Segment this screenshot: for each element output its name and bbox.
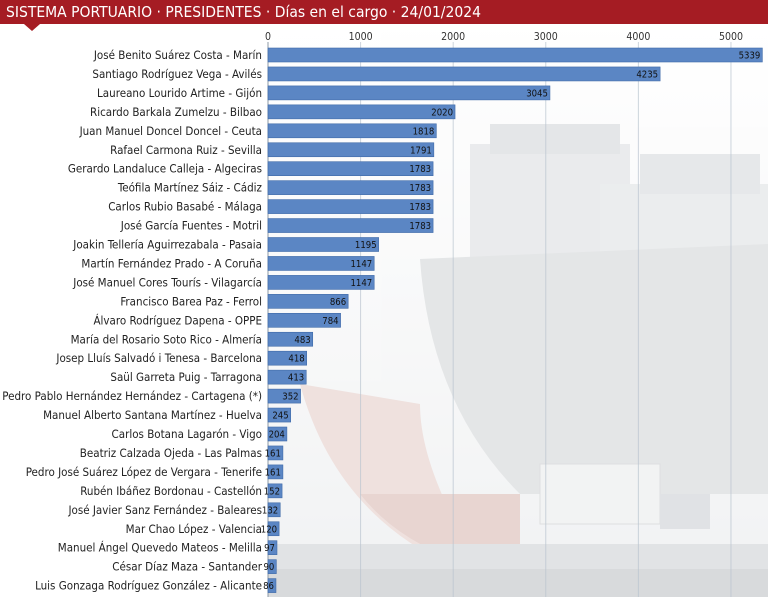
bar <box>267 464 284 480</box>
category-label: Rubén Ibáñez Bordonau - Castellón <box>80 484 262 498</box>
x-axis-ticks: 0 1000 2000 3000 4000 5000 <box>265 31 743 43</box>
bar <box>267 559 277 574</box>
bar <box>267 123 437 139</box>
data-label: 86 <box>263 581 274 592</box>
data-label: 3045 <box>526 88 548 99</box>
category-label: Manuel Alberto Santana Martínez - Huelva <box>43 408 262 422</box>
data-label: 1195 <box>355 240 377 251</box>
category-label: Saül Garreta Puig - Tarragona <box>110 370 262 384</box>
data-label: 204 <box>269 430 285 441</box>
bar <box>267 218 434 233</box>
data-label: 1147 <box>350 259 372 270</box>
data-label: 152 <box>264 486 280 497</box>
bar <box>267 331 314 347</box>
bar <box>267 275 375 290</box>
bar <box>267 350 308 366</box>
data-label: 1791 <box>410 145 432 156</box>
category-label: Mar Chao López - Valencia <box>126 522 262 536</box>
x-tick-label: 1000 <box>349 31 373 43</box>
x-tick-label: 3000 <box>534 31 558 43</box>
category-label: Rafael Carmona Ruiz - Sevilla <box>110 143 262 157</box>
category-label: Beatriz Calzada Ojeda - Las Palmas <box>80 446 262 460</box>
data-label: 5339 <box>739 51 761 62</box>
x-tick-label: 2000 <box>441 31 465 43</box>
category-label: Pedro José Suárez López de Vergara - Ten… <box>26 465 262 479</box>
category-label: José Javier Sanz Fernández - Baleares <box>67 503 262 517</box>
bar <box>267 294 349 309</box>
data-label: 483 <box>294 335 310 346</box>
bar <box>267 66 661 82</box>
data-label: 2020 <box>431 107 453 118</box>
bar <box>267 142 435 158</box>
data-label: 90 <box>263 562 274 573</box>
x-tick-label: 5000 <box>719 31 743 43</box>
data-label: 418 <box>288 354 304 365</box>
bar <box>267 199 434 214</box>
category-label: Manuel Ángel Quevedo Mateos - Melilla <box>58 540 262 555</box>
data-label: 1783 <box>409 202 431 213</box>
category-label: Joakin Tellería Aguirrezabala - Pasaia <box>72 238 262 252</box>
category-label: Álvaro Rodríguez Dapena - OPPE <box>93 312 262 327</box>
bars: José Benito Suárez Costa - Marín 5339 Sant… <box>2 47 763 593</box>
category-label: Ricardo Barkala Zumelzu - Bilbao <box>90 105 262 119</box>
category-label: María del Rosario Soto Rico - Almería <box>71 332 262 346</box>
category-label: Carlos Rubio Basabé - Málaga <box>108 200 262 214</box>
data-label: 1147 <box>350 278 372 289</box>
chart-title: SISTEMA PORTUARIO · PRESIDENTES · Días e… <box>0 0 768 24</box>
category-label: Francisco Barea Paz - Ferrol <box>120 294 262 308</box>
bar <box>267 47 763 63</box>
bar <box>267 256 375 271</box>
category-label: Gerardo Landaluce Calleja - Algeciras <box>68 162 262 176</box>
category-label: Juan Manuel Doncel Doncel - Ceuta <box>79 124 262 138</box>
bar <box>267 237 379 252</box>
category-label: Josep Lluís Salvadó i Tenesa - Barcelona <box>55 351 262 365</box>
bar <box>267 388 301 404</box>
data-label: 1783 <box>409 183 431 194</box>
bar <box>267 369 307 385</box>
bar <box>267 104 456 120</box>
bar <box>267 85 551 101</box>
bar <box>267 180 434 195</box>
x-tick-label: 0 <box>265 31 271 43</box>
bar <box>267 502 281 518</box>
data-label: 161 <box>265 448 281 459</box>
ship-background-illustration <box>268 24 768 597</box>
bar <box>267 540 278 556</box>
category-label: Teófila Martínez Sáiz - Cádiz <box>117 181 262 195</box>
bar <box>267 578 277 593</box>
category-label: Martín Fernández Prado - A Coruña <box>81 256 262 270</box>
bar <box>267 521 280 537</box>
data-label: 245 <box>272 411 288 422</box>
category-label: José García Fuentes - Motril <box>120 219 262 233</box>
title-notch <box>24 24 40 31</box>
bar <box>267 161 434 176</box>
category-label: Carlos Botana Lagarón - Vigo <box>112 427 263 441</box>
data-label: 413 <box>288 373 304 384</box>
category-label: Pedro Pablo Hernández Hernández - Cartag… <box>2 389 262 403</box>
data-label: 1818 <box>413 126 435 137</box>
data-label: 120 <box>261 524 277 535</box>
data-label: 866 <box>330 297 346 308</box>
category-label: Luis Gonzaga Rodríguez González - Alican… <box>35 579 262 593</box>
category-label: Laureano Lourido Artime - Gijón <box>97 86 262 100</box>
data-label: 97 <box>264 543 275 554</box>
bar-chart: 0 1000 2000 3000 4000 5000 José Benito Suárez… <box>2 24 768 597</box>
bar <box>267 445 284 461</box>
data-label: 4235 <box>636 69 658 80</box>
category-label: José Manuel Cores Tourís - Vilagarcía <box>72 275 262 289</box>
bar <box>267 483 283 499</box>
x-tick-label: 4000 <box>626 31 650 43</box>
category-label: Santiago Rodríguez Vega - Avilés <box>92 67 262 81</box>
data-label: 1783 <box>409 221 431 232</box>
category-label: César Díaz Maza - Santander <box>112 560 262 574</box>
bar <box>267 312 341 328</box>
data-label: 132 <box>262 505 278 516</box>
bar <box>267 426 288 442</box>
bar <box>267 407 291 423</box>
data-label: 1783 <box>409 164 431 175</box>
category-label: José Benito Suárez Costa - Marín <box>93 48 262 62</box>
data-label: 161 <box>265 467 281 478</box>
data-label: 352 <box>282 392 298 403</box>
data-label: 784 <box>322 316 338 327</box>
